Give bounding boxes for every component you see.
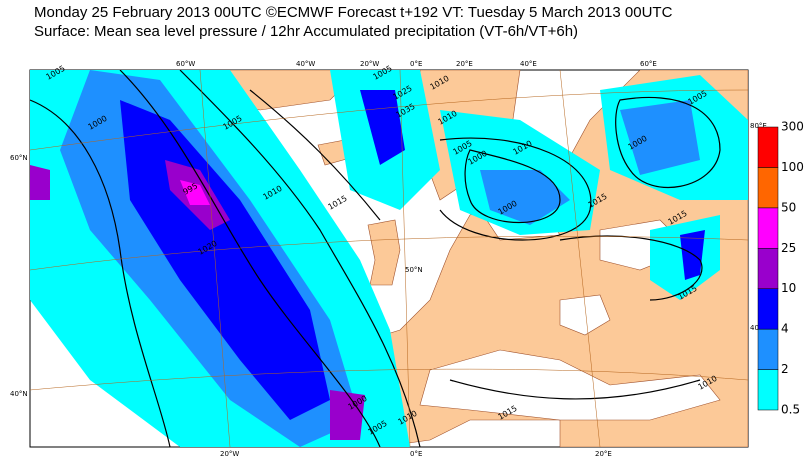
lon-label: 20°W xyxy=(360,60,379,68)
isobars xyxy=(30,70,721,447)
colorbar-segment xyxy=(757,167,779,209)
lat-label: 40°N xyxy=(10,390,28,398)
colorbar-segment xyxy=(757,288,779,330)
colorbar-label: 50 xyxy=(781,200,796,214)
colorbar-label: 0.5 xyxy=(781,403,800,417)
colorbar-segment xyxy=(757,369,779,411)
colorbar-label: 25 xyxy=(781,241,796,255)
title: Monday 25 February 2013 00UTC ©ECMWF For… xyxy=(34,4,673,21)
colorbar-label: 4 xyxy=(781,322,789,336)
lon-label: 40°W xyxy=(296,60,315,68)
lon-label: 60°E xyxy=(640,60,657,68)
colorbar-segment xyxy=(757,207,779,249)
lon-label: 20°E xyxy=(595,450,612,458)
colorbar-segment xyxy=(757,248,779,289)
lon-label: 60°W xyxy=(176,60,195,68)
colorbar-label: 10 xyxy=(781,281,796,295)
lat-label: 80°E xyxy=(750,122,767,130)
lat-label: 60°N xyxy=(10,154,28,162)
colorbar-label: 100 xyxy=(781,160,804,174)
colorbar-label: 2 xyxy=(781,362,789,376)
lat-label: 50°N xyxy=(405,266,423,274)
map-body xyxy=(30,70,748,447)
lon-label: 20°E xyxy=(456,60,473,68)
colorbar-label: 300 xyxy=(781,120,804,134)
lon-label: 20°W xyxy=(220,450,239,458)
lon-label: 40°E xyxy=(520,60,537,68)
subtitle: Surface: Mean sea level pressure / 12hr … xyxy=(34,23,579,40)
lon-label: 0°E xyxy=(410,450,422,458)
colorbar-segment xyxy=(757,328,779,370)
lon-label: 0°E xyxy=(410,60,422,68)
colorbar-segment xyxy=(757,126,779,168)
graticule xyxy=(30,70,748,447)
colorbar: 0.5 2 4 10 25 50 100 300 xyxy=(757,120,804,417)
